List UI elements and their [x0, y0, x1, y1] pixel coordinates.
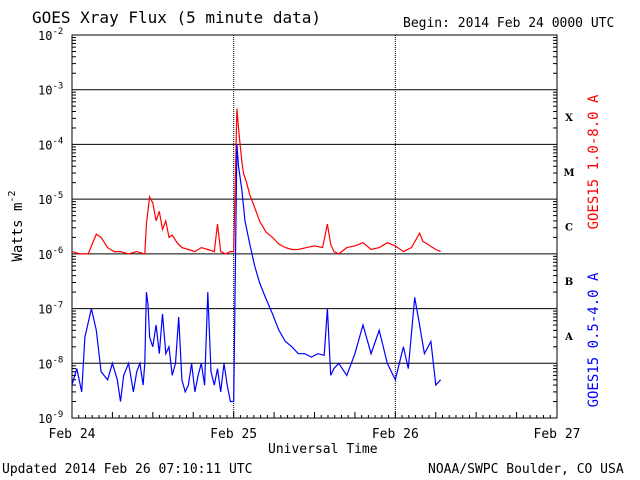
y-tick-label: 10-4 [38, 136, 63, 152]
y-tick-label: 10-7 [38, 301, 63, 317]
legend-long-channel: GOES15 1.0-8.0 A [586, 94, 602, 229]
y-axis-label: Watts m-2 [7, 190, 26, 261]
legend-short-channel: GOES15 0.5-4.0 A [586, 272, 602, 407]
flare-class-label: X [565, 113, 573, 124]
credit: NOAA/SWPC Boulder, CO USA [428, 462, 624, 477]
flare-class-label: B [565, 277, 573, 288]
updated-timestamp: Updated 2014 Feb 26 07:10:11 UTC [2, 462, 253, 477]
begin-time: Begin: 2014 Feb 24 0000 UTC [403, 16, 615, 31]
series-line [71, 108, 441, 255]
flare-class-label: M [563, 168, 574, 179]
y-tick-label: 10-6 [38, 246, 63, 262]
x-axis-label: Universal Time [268, 442, 378, 457]
chart-title: GOES Xray Flux (5 minute data) [32, 8, 321, 27]
y-tick-label: 10-3 [38, 82, 63, 98]
x-tick-label: Feb 24 [49, 427, 96, 442]
flare-class-label: A [564, 332, 573, 343]
y-tick-label: 10-8 [38, 355, 63, 371]
series-line [71, 144, 442, 403]
y-tick-label: 10-9 [38, 410, 63, 426]
series-layer [71, 108, 442, 403]
grid [72, 35, 557, 418]
x-tick-label: Feb 25 [210, 427, 257, 442]
x-tick-label: Feb 26 [372, 427, 419, 442]
x-tick-label: Feb 27 [534, 427, 581, 442]
flare-class-label: C [565, 223, 573, 234]
y-tick-label: 10-5 [38, 191, 63, 207]
y-tick-label: 10-2 [38, 27, 63, 43]
minor-ticks [72, 37, 557, 418]
